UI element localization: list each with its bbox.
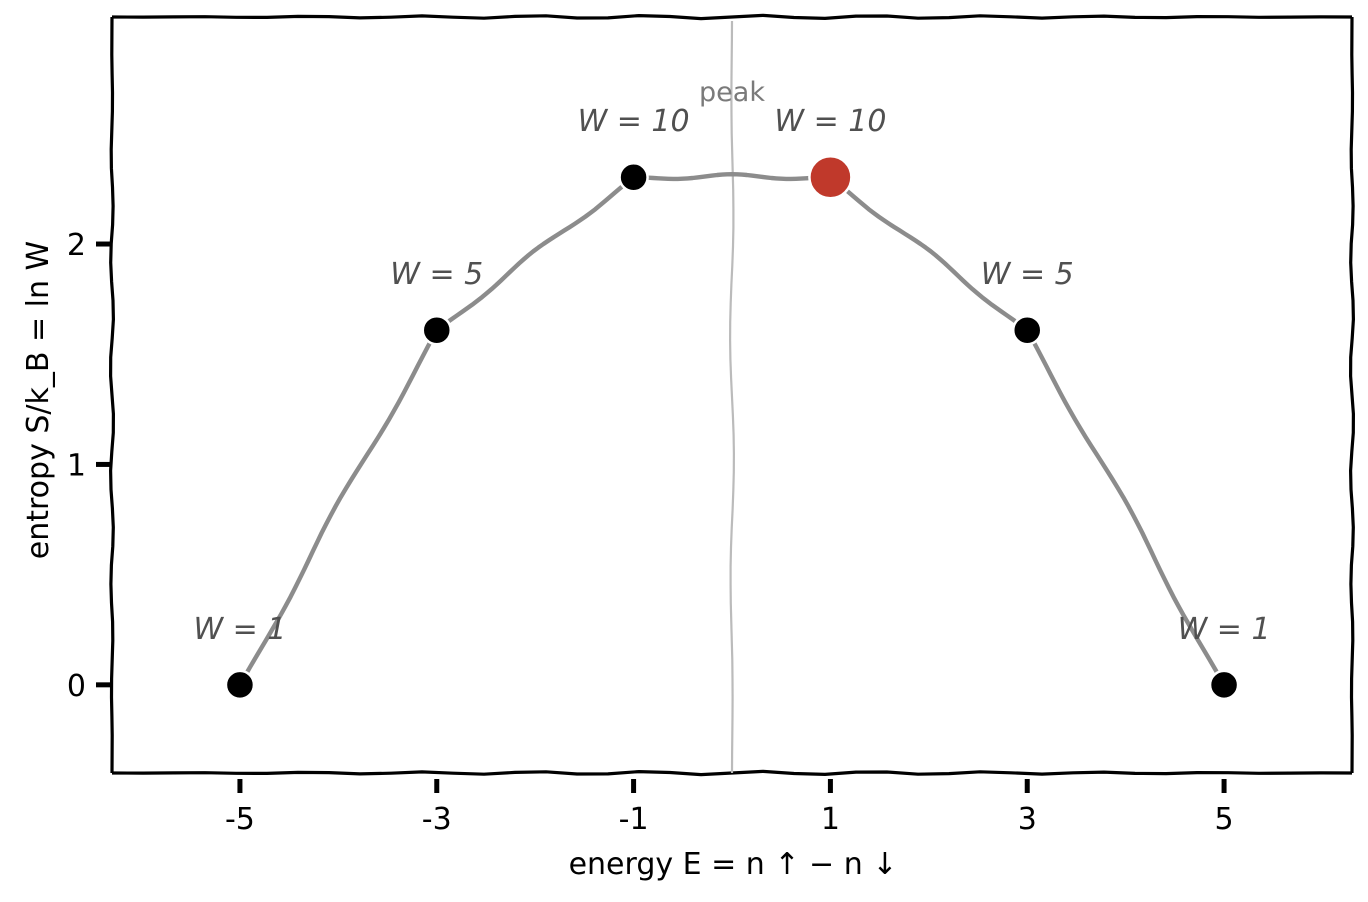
x-tick-label: -5 <box>225 802 255 837</box>
series-line-group <box>237 172 1227 687</box>
point-annotation: W = 5 <box>981 257 1074 292</box>
data-point <box>224 669 256 701</box>
data-point <box>618 161 649 193</box>
data-point <box>1011 314 1043 346</box>
x-tick-label: 3 <box>1018 802 1037 837</box>
data-point <box>421 314 453 346</box>
y-tick-label: 2 <box>67 228 86 263</box>
data-points-group <box>224 154 1240 701</box>
frame-right <box>1349 16 1355 774</box>
series-line-segment <box>631 172 833 182</box>
plot-frame <box>109 13 1355 777</box>
point-annotation: W = 10 <box>774 104 886 139</box>
x-axis: -5 -3 -1 1 3 5 <box>225 779 1234 837</box>
peak-reference-line <box>728 20 736 774</box>
highlighted-data-point <box>808 154 853 200</box>
series-line-segment <box>1025 328 1227 687</box>
data-point <box>1208 669 1240 701</box>
series-line-segment <box>237 328 439 687</box>
x-tick-label: 1 <box>821 802 840 837</box>
peak-label: peak <box>699 77 765 108</box>
frame-top <box>111 13 1353 21</box>
series-line-segment <box>828 175 1030 333</box>
y-axis-title: entropy S/k_B = ln W <box>21 241 56 559</box>
x-tick-label: -1 <box>619 802 649 837</box>
x-tick-label: -3 <box>422 802 452 837</box>
x-axis-title: energy E = n ↑ − n ↓ <box>569 847 898 882</box>
y-axis: 0 1 2 <box>67 228 110 704</box>
frame-left <box>109 16 115 774</box>
point-annotation: W = 1 <box>193 612 286 647</box>
point-annotation: W = 1 <box>1178 612 1271 647</box>
y-tick-label: 1 <box>67 448 86 483</box>
reference-line-group: peak <box>699 20 765 774</box>
y-tick-label: 0 <box>67 669 86 704</box>
annotations-group: W = 1 W = 5 W = 10 W = 10 W = 5 W = 1 <box>193 104 1270 647</box>
series-line-segment <box>434 175 636 333</box>
point-annotation: W = 10 <box>578 104 690 139</box>
point-annotation: W = 5 <box>390 257 483 292</box>
x-tick-label: 5 <box>1215 802 1234 837</box>
